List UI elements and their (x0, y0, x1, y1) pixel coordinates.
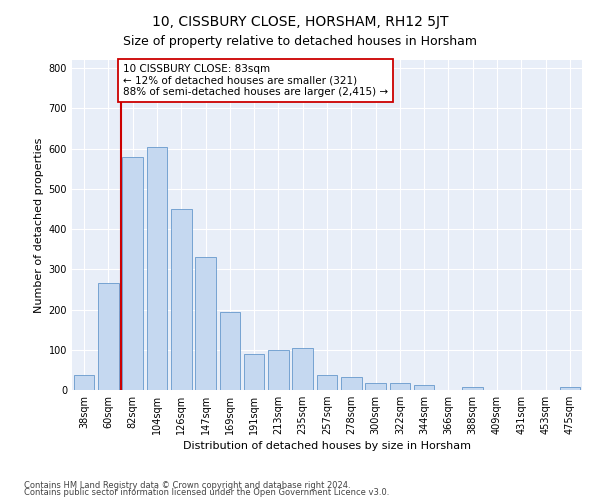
Bar (171, 209, 191, 390)
Bar (244, 354, 265, 390)
Bar (389, 383, 410, 390)
Text: Contains HM Land Registry data © Crown copyright and database right 2024.: Contains HM Land Registry data © Crown c… (24, 480, 350, 490)
Text: Size of property relative to detached houses in Horsham: Size of property relative to detached ho… (123, 35, 477, 48)
Bar (98, 284, 119, 390)
Bar (365, 383, 386, 390)
Bar (463, 387, 483, 390)
X-axis label: Distribution of detached houses by size in Horsham: Distribution of detached houses by size … (183, 442, 471, 452)
Bar (292, 348, 313, 390)
Text: 10 CISSBURY CLOSE: 83sqm
← 12% of detached houses are smaller (321)
88% of semi-: 10 CISSBURY CLOSE: 83sqm ← 12% of detach… (123, 64, 388, 97)
Text: Contains public sector information licensed under the Open Government Licence v3: Contains public sector information licen… (24, 488, 389, 497)
Bar (122, 156, 143, 390)
Y-axis label: Number of detached properties: Number of detached properties (34, 138, 44, 312)
Bar (195, 257, 216, 390)
Bar (220, 312, 240, 390)
Bar (560, 387, 580, 390)
Bar (317, 375, 337, 390)
Bar (74, 375, 94, 390)
Bar (414, 385, 434, 390)
Text: 10, CISSBURY CLOSE, HORSHAM, RH12 5JT: 10, CISSBURY CLOSE, HORSHAM, RH12 5JT (152, 15, 448, 29)
Bar (146, 146, 167, 390)
Bar (268, 350, 289, 390)
Bar (341, 377, 362, 390)
